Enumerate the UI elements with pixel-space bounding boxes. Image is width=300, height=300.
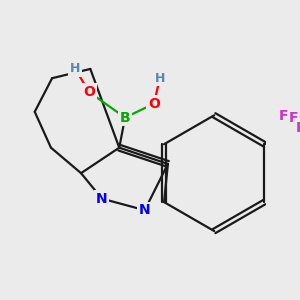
Text: H: H xyxy=(70,62,80,75)
Text: B: B xyxy=(120,111,130,124)
Text: O: O xyxy=(148,97,160,111)
Text: F: F xyxy=(288,111,298,125)
Text: N: N xyxy=(96,192,108,206)
Text: F: F xyxy=(279,109,289,123)
Text: N: N xyxy=(139,203,151,217)
Text: H: H xyxy=(154,72,165,85)
Text: O: O xyxy=(83,85,95,99)
Text: F: F xyxy=(296,121,300,135)
